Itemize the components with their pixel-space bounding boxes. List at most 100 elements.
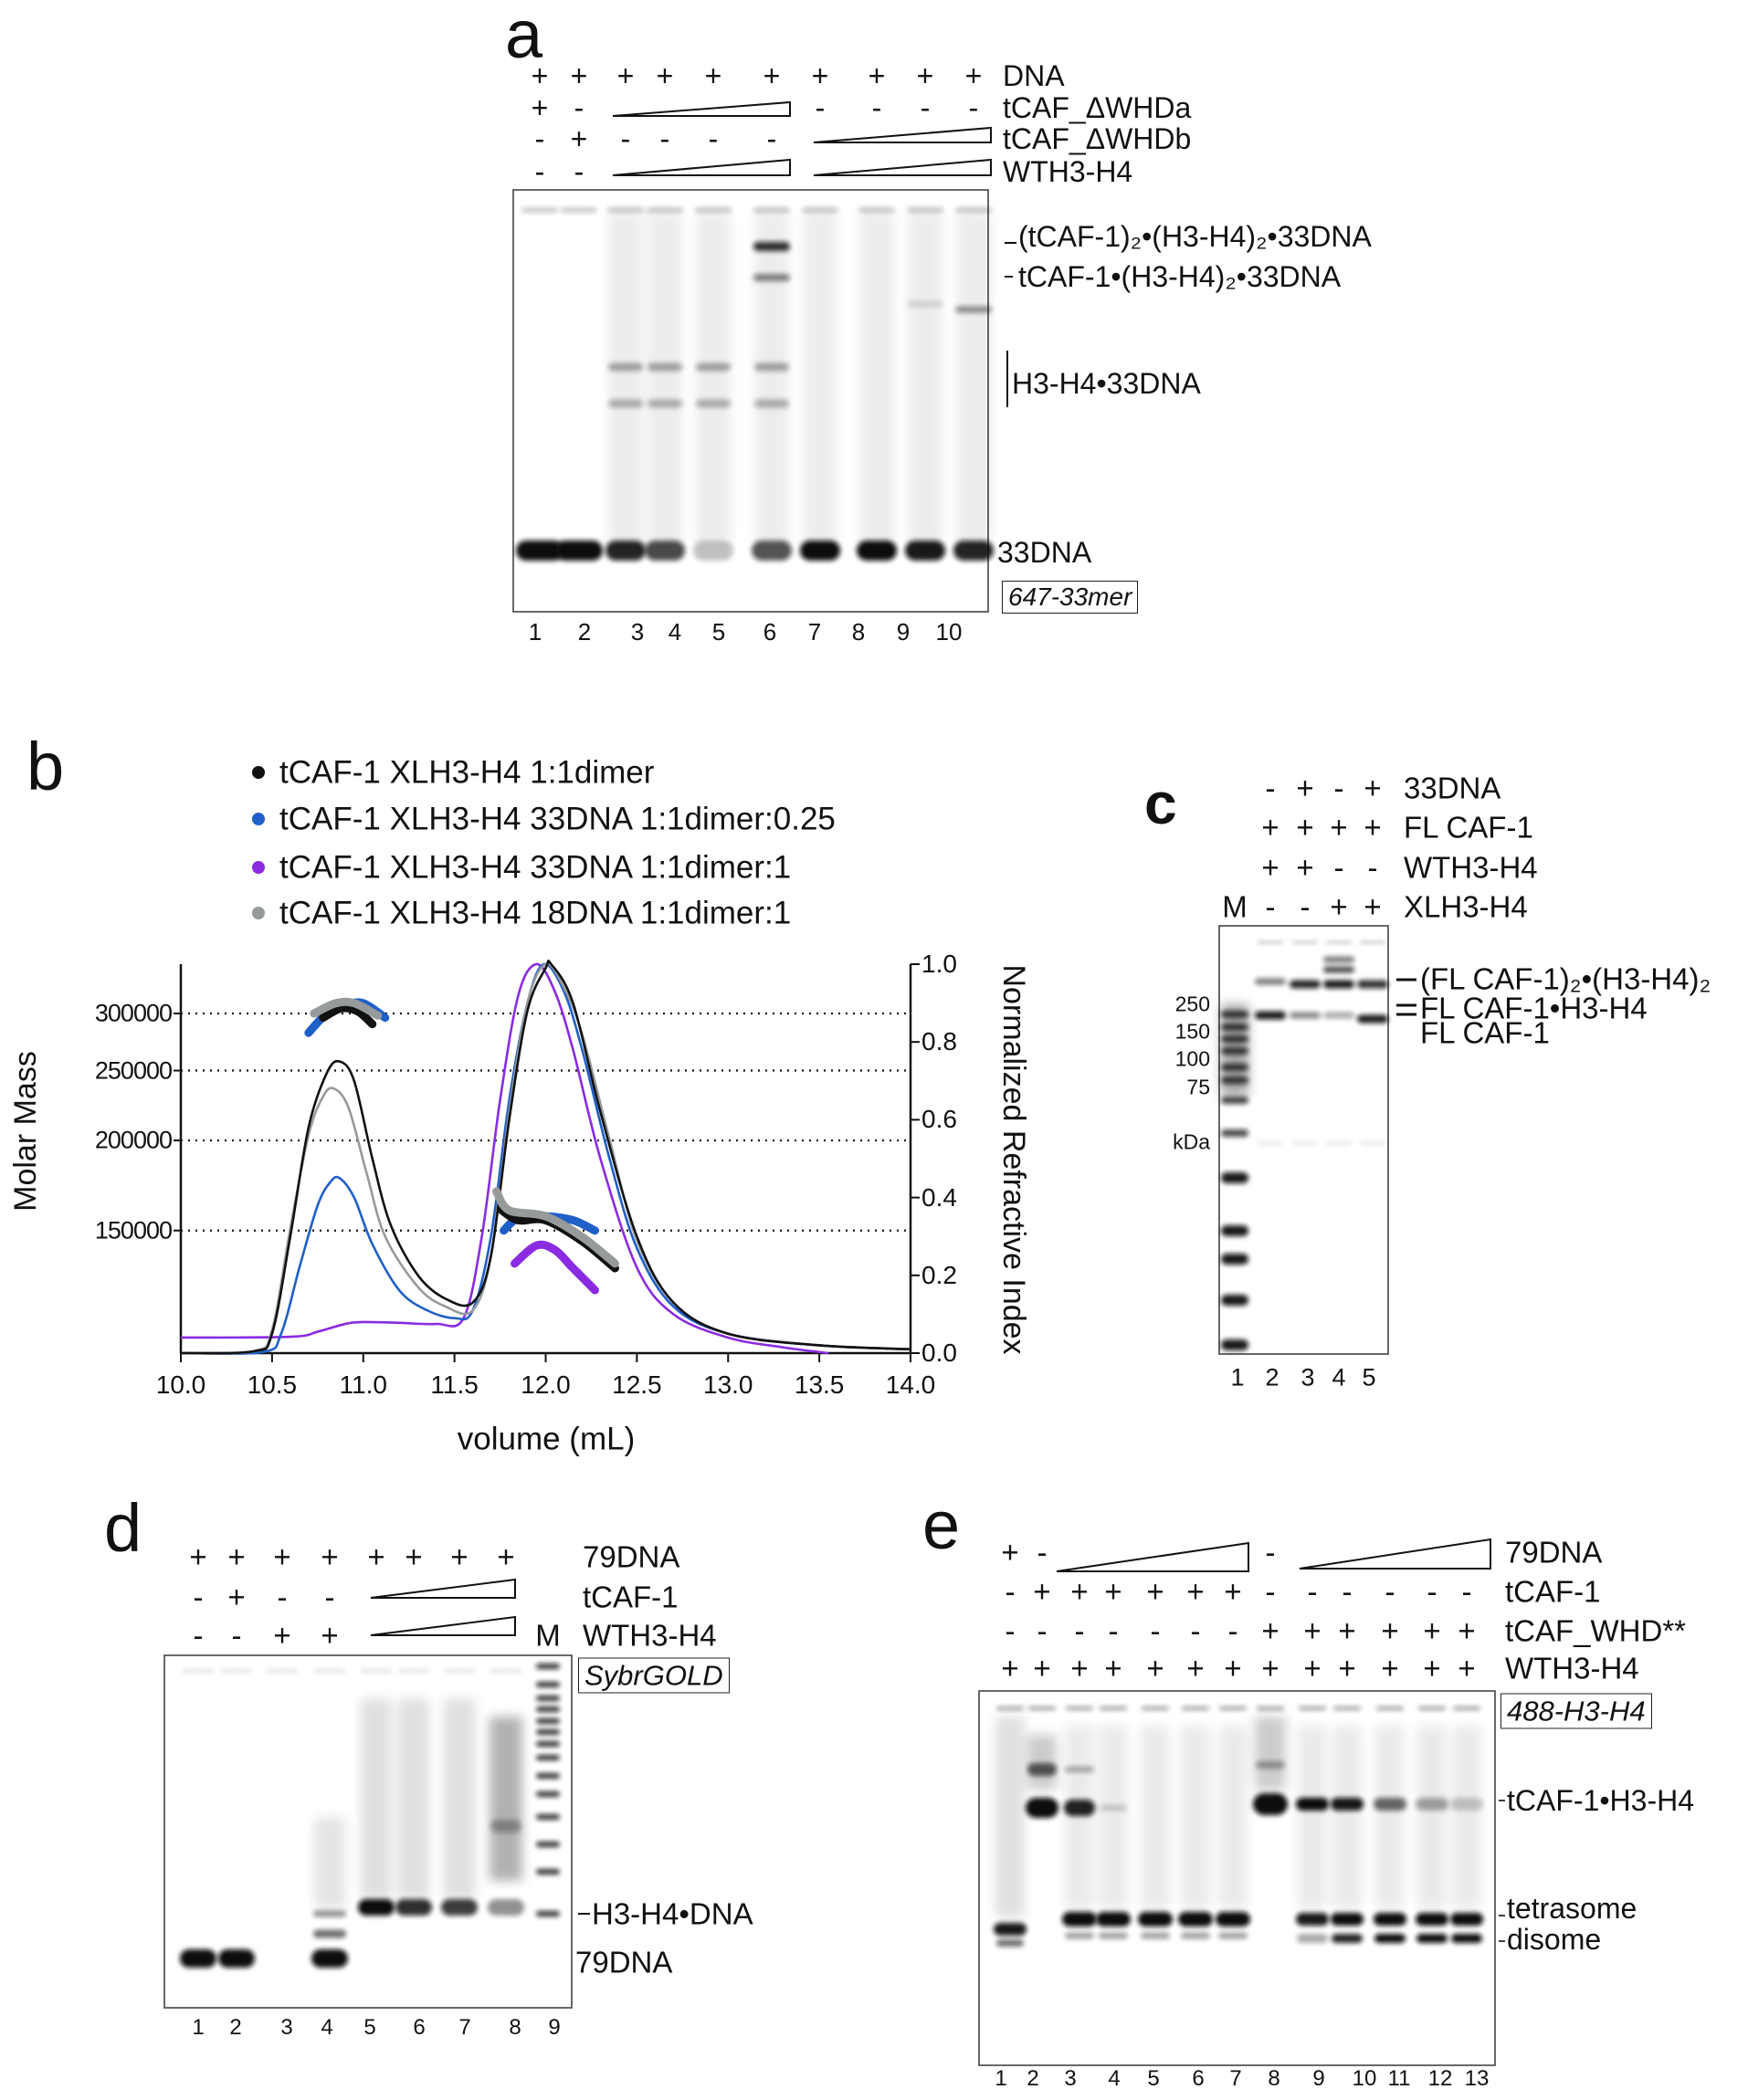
y2-tick-label: 0.8 [921,1027,957,1056]
lane-sign: - [766,122,777,155]
gel-band [1221,1295,1248,1306]
lane-sign: + [570,122,588,155]
lane-sign: - [1227,1613,1238,1648]
row-label: XLH3-H4 [1404,889,1528,924]
gel-band [1299,1706,1326,1710]
lane-number: 10 [935,618,963,646]
lane-number: 3 [280,2015,293,2040]
gel-band [1141,1932,1170,1939]
gel-band [1360,940,1385,944]
gel-band [994,1923,1027,1936]
lane-sign: - [1190,1613,1201,1648]
lane-sign: - [534,155,545,188]
legend-label: tCAF-1 XLH3-H4 1:1dimer [279,754,655,791]
row-label: 79DNA [583,1539,680,1574]
x-tick-label: 12.0 [521,1370,571,1399]
gel-band [1178,1912,1213,1927]
lane-sign: + [1261,1651,1279,1685]
gel-band [1221,1225,1248,1236]
x-tick-label: 14.0 [885,1370,936,1399]
lane-sign: + [1261,850,1279,885]
panel-letter-a: a [505,0,543,72]
lane-sign: - [574,91,584,124]
lane-sign: - [1461,1574,1472,1609]
lane-sign: - [708,122,719,155]
gel-band [536,1814,560,1820]
gel-smear [1065,1726,1094,1908]
gel-band [607,207,644,213]
gel-band [1221,1339,1248,1350]
molar-mass-trace [511,1240,599,1295]
x-tick-label: 13.0 [703,1370,753,1399]
lane-number: 7 [1229,2066,1242,2091]
stain-label: 488-H3-H4 [1501,1693,1652,1729]
gel-smear [1298,1726,1327,1908]
gel-band [955,306,992,313]
stain-label: 647-33mer [1002,581,1139,614]
lane-sign: + [1186,1574,1205,1609]
y-axis-title: Molar Mass [8,1051,43,1212]
gel-band [1333,1706,1361,1710]
gel-band [1257,1706,1284,1710]
lane-sign: - [574,155,584,188]
lane-sign: + [450,1539,469,1574]
lane-sign: + [1224,1574,1242,1609]
lane-number: 3 [1300,1363,1315,1391]
gel-band [753,207,790,213]
x-tick-label: 10.0 [155,1370,206,1399]
lane-sign: - [1333,850,1344,885]
concentration-wedge [813,158,992,176]
lane-number: 1 [528,618,542,646]
gel-band [361,1669,392,1673]
panel-letter-b: b [26,729,65,804]
lane-sign: + [367,1539,385,1574]
y-tick-label: 200000 [94,1126,173,1154]
lane-sign: + [189,1539,207,1574]
gel-band [1297,1934,1328,1943]
mw-marker-label: 250 [1174,992,1210,1016]
y2-tick-label: 0.4 [921,1182,957,1212]
lane-sign: - [1265,1535,1276,1570]
gel-band [221,1669,252,1673]
lane-number: 4 [321,2015,333,2040]
gel-band [398,1669,429,1673]
x-axis-title: volume (mL) [457,1421,636,1457]
x-tick-label: 10.5 [247,1370,298,1399]
gel-band [180,1949,216,1968]
lane-number: 1 [995,2066,1007,2091]
lane-sign: + [1338,1613,1356,1648]
gel-smear [1141,1726,1170,1908]
lane-sign: - [815,91,826,124]
lane-sign: + [1423,1613,1441,1648]
band-label: tetrasome [1507,1892,1637,1925]
gel-band [647,207,683,213]
gel-band [536,1729,560,1735]
lane-sign: - [1005,1613,1016,1648]
lane-sign: + [1381,1613,1399,1648]
row-label: DNA [1003,59,1065,92]
lane-number: 7 [807,618,822,646]
lane-number: 8 [1268,2066,1280,2091]
lane-sign: + [616,59,635,92]
gel-band [858,207,895,213]
lane-number: 11 [1387,2066,1411,2091]
gel-band [648,362,682,372]
lane-sign: - [231,1618,242,1653]
gel-band [1323,980,1354,989]
row-label: WTH3-H4 [1404,850,1538,885]
lane-sign: + [1423,1651,1441,1685]
lane-number: 2 [1027,2066,1039,2091]
lane-sign: - [1385,1574,1395,1609]
gel-band [695,207,732,213]
lane-sign: - [1427,1574,1437,1609]
y2-axis-title: Normalized Refractive Index [996,964,1031,1355]
lane-sign: + [811,59,829,92]
lane-sign: + [1330,889,1348,924]
gel-smear [1452,1726,1481,1908]
band-label: tCAF-1•H3-H4 [1507,1784,1695,1817]
gel-band [696,362,731,372]
gel-band [1221,1129,1248,1137]
gel-band [1374,1913,1406,1926]
lane-sign: - [1037,1613,1048,1648]
gel-band [1100,1706,1127,1710]
